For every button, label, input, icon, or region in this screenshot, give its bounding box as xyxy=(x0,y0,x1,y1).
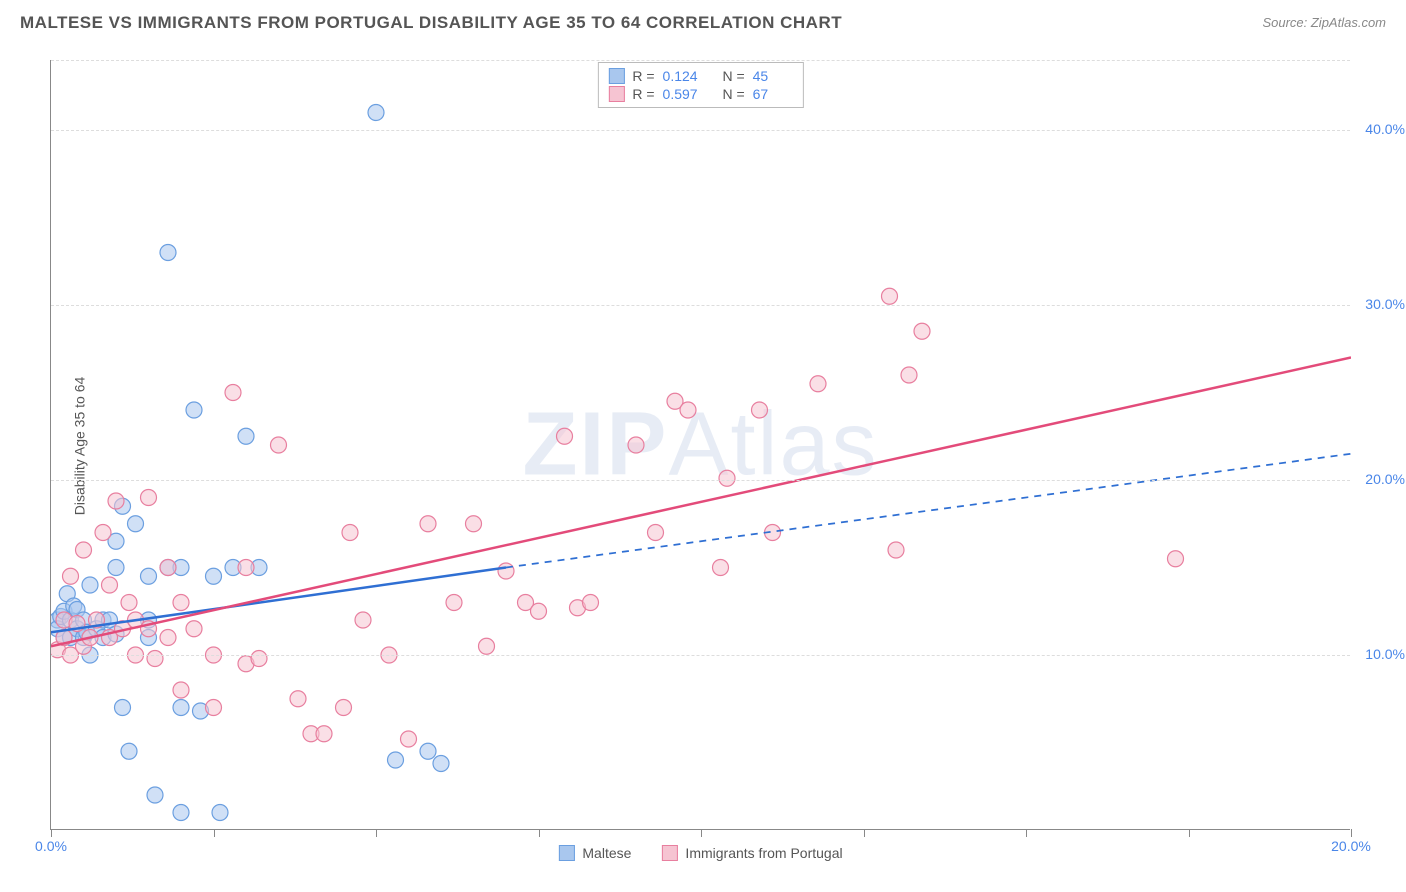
title-bar: MALTESE VS IMMIGRANTS FROM PORTUGAL DISA… xyxy=(0,0,1406,45)
legend-label-2: Immigrants from Portugal xyxy=(685,845,842,861)
data-point xyxy=(121,743,137,759)
legend-bottom: Maltese Immigrants from Portugal xyxy=(558,845,842,861)
data-point xyxy=(914,323,930,339)
data-point xyxy=(271,437,287,453)
data-point xyxy=(206,568,222,584)
data-point xyxy=(186,402,202,418)
data-point xyxy=(173,805,189,821)
data-point xyxy=(160,630,176,646)
data-point xyxy=(479,638,495,654)
data-point xyxy=(141,568,157,584)
source-label: Source: ZipAtlas.com xyxy=(1262,15,1386,30)
data-point xyxy=(713,560,729,576)
data-point xyxy=(420,516,436,532)
data-point xyxy=(173,700,189,716)
data-point xyxy=(238,560,254,576)
y-tick-label: 40.0% xyxy=(1365,121,1405,137)
data-point xyxy=(160,560,176,576)
chart-title: MALTESE VS IMMIGRANTS FROM PORTUGAL DISA… xyxy=(20,13,842,33)
stat-row-2: R = 0.597 N = 67 xyxy=(608,85,792,103)
data-point xyxy=(206,700,222,716)
data-point xyxy=(128,516,144,532)
data-point xyxy=(108,560,124,576)
y-tick-label: 20.0% xyxy=(1365,471,1405,487)
data-point xyxy=(147,651,163,667)
trend-line xyxy=(51,358,1351,647)
data-point xyxy=(1168,551,1184,567)
data-point xyxy=(173,595,189,611)
data-point xyxy=(810,376,826,392)
data-point xyxy=(336,700,352,716)
data-point xyxy=(82,577,98,593)
r-label-1: R = xyxy=(632,68,654,84)
data-point xyxy=(290,691,306,707)
chart-container: MALTESE VS IMMIGRANTS FROM PORTUGAL DISA… xyxy=(0,0,1406,892)
data-point xyxy=(316,726,332,742)
data-point xyxy=(498,563,514,579)
n-value-2: 67 xyxy=(753,86,793,102)
data-point xyxy=(108,493,124,509)
x-tick-label: 0.0% xyxy=(35,838,67,854)
series1-swatch xyxy=(608,68,624,84)
data-point xyxy=(147,787,163,803)
data-point xyxy=(121,595,137,611)
data-point xyxy=(719,470,735,486)
data-point xyxy=(251,651,267,667)
r-label-2: R = xyxy=(632,86,654,102)
data-point xyxy=(433,756,449,772)
data-point xyxy=(342,525,358,541)
n-label-1: N = xyxy=(722,68,744,84)
data-point xyxy=(173,682,189,698)
legend-label-1: Maltese xyxy=(582,845,631,861)
data-point xyxy=(63,568,79,584)
data-point xyxy=(141,490,157,506)
r-value-1: 0.124 xyxy=(663,68,703,84)
n-label-2: N = xyxy=(722,86,744,102)
legend-item-2: Immigrants from Portugal xyxy=(661,845,842,861)
data-point xyxy=(882,288,898,304)
data-point xyxy=(102,577,118,593)
data-point xyxy=(466,516,482,532)
stat-row-1: R = 0.124 N = 45 xyxy=(608,67,792,85)
data-point xyxy=(76,542,92,558)
data-point xyxy=(680,402,696,418)
data-point xyxy=(531,603,547,619)
trend-line xyxy=(51,568,506,633)
data-point xyxy=(115,700,131,716)
data-point xyxy=(186,621,202,637)
data-point xyxy=(888,542,904,558)
data-point xyxy=(420,743,436,759)
stat-box: R = 0.124 N = 45 R = 0.597 N = 67 xyxy=(597,62,803,108)
legend-item-1: Maltese xyxy=(558,845,631,861)
r-value-2: 0.597 xyxy=(663,86,703,102)
series2-swatch xyxy=(608,86,624,102)
plot-area: ZIPAtlas R = 0.124 N = 45 R = 0.597 N = … xyxy=(50,60,1350,830)
data-point xyxy=(355,612,371,628)
data-point xyxy=(388,752,404,768)
trend-line-ext xyxy=(506,454,1351,568)
data-point xyxy=(648,525,664,541)
chart-svg xyxy=(51,60,1351,830)
data-point xyxy=(557,428,573,444)
data-point xyxy=(583,595,599,611)
data-point xyxy=(225,385,241,401)
y-tick-label: 10.0% xyxy=(1365,646,1405,662)
y-tick-label: 30.0% xyxy=(1365,296,1405,312)
data-point xyxy=(212,805,228,821)
data-point xyxy=(160,245,176,261)
legend-swatch-2 xyxy=(661,845,677,861)
data-point xyxy=(368,105,384,121)
data-point xyxy=(446,595,462,611)
x-tick-label: 20.0% xyxy=(1331,838,1371,854)
data-point xyxy=(628,437,644,453)
data-point xyxy=(238,428,254,444)
n-value-1: 45 xyxy=(753,68,793,84)
legend-swatch-1 xyxy=(558,845,574,861)
data-point xyxy=(95,525,111,541)
data-point xyxy=(401,731,417,747)
data-point xyxy=(752,402,768,418)
data-point xyxy=(901,367,917,383)
